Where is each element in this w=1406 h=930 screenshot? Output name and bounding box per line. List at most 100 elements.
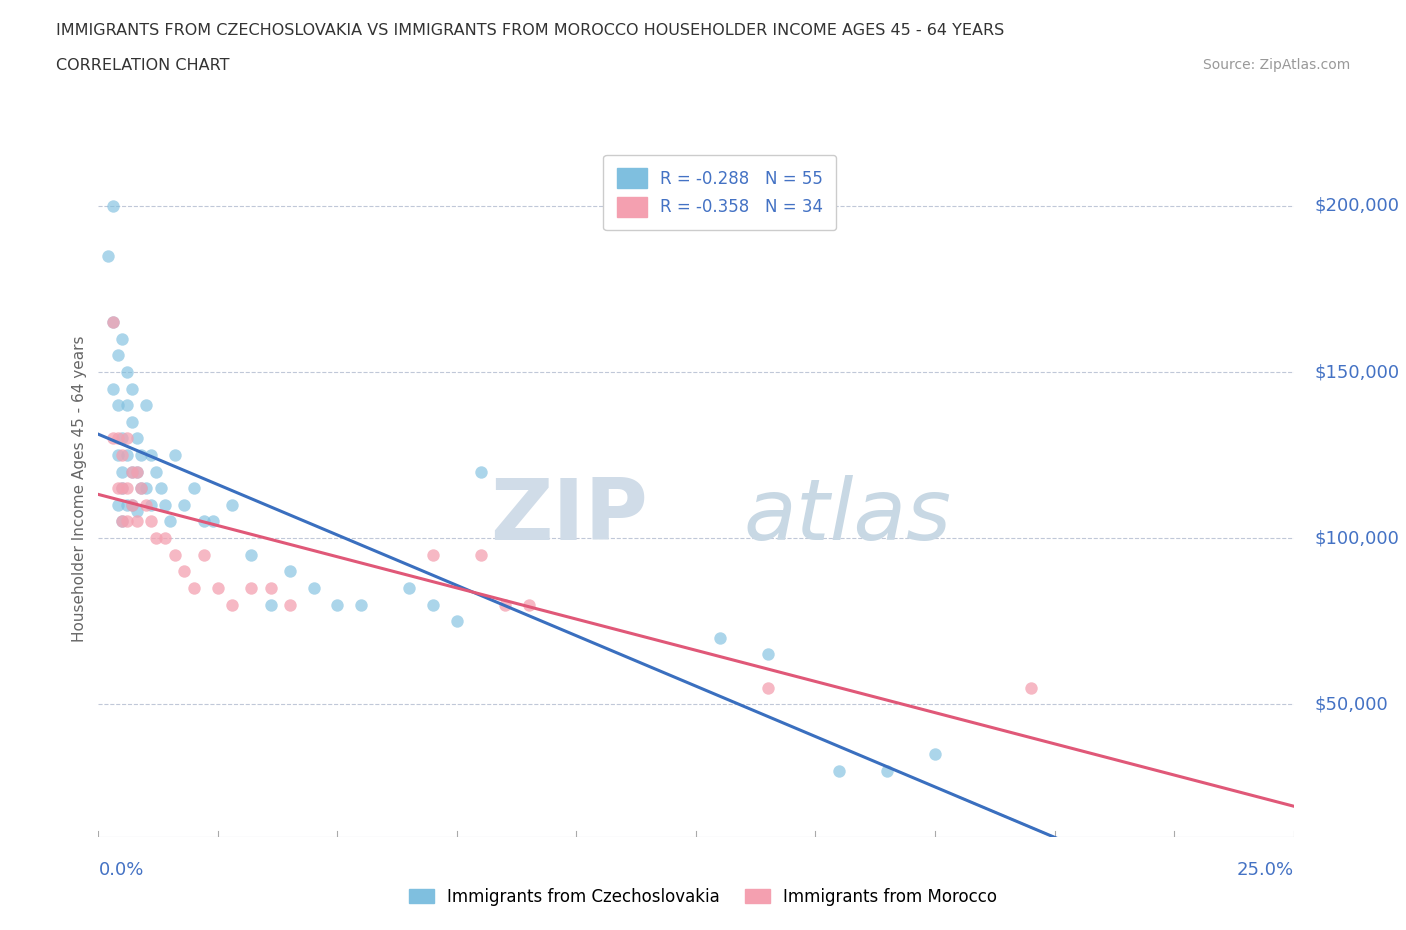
Point: [756, 680, 779, 695]
Point: [155, 531, 177, 546]
Point: [111, 431, 134, 445]
Point: [115, 398, 138, 413]
Point: [446, 614, 468, 629]
Point: [125, 504, 148, 519]
Point: [139, 498, 162, 512]
Text: $100,000: $100,000: [1315, 529, 1399, 547]
Point: [259, 580, 281, 595]
Point: [125, 464, 148, 479]
Point: [115, 447, 138, 462]
Text: 0.0%: 0.0%: [98, 860, 143, 879]
Point: [107, 398, 129, 413]
Point: [350, 597, 373, 612]
Point: [125, 431, 148, 445]
Text: $200,000: $200,000: [1315, 197, 1399, 215]
Text: 25.0%: 25.0%: [1236, 860, 1294, 879]
Text: atlas: atlas: [744, 474, 952, 558]
Point: [709, 631, 731, 645]
Point: [193, 514, 215, 529]
Point: [183, 481, 205, 496]
Point: [121, 498, 143, 512]
Point: [131, 481, 153, 496]
Point: [470, 464, 492, 479]
Point: [135, 498, 157, 512]
Point: [107, 348, 129, 363]
Point: [121, 415, 143, 430]
Point: [131, 447, 153, 462]
Point: [107, 431, 129, 445]
Point: [756, 647, 779, 662]
Point: [111, 464, 134, 479]
Y-axis label: Householder Income Ages 45 - 64 years: Householder Income Ages 45 - 64 years: [72, 335, 87, 642]
Point: [111, 447, 134, 462]
Text: $50,000: $50,000: [1315, 695, 1388, 713]
Point: [115, 481, 138, 496]
Point: [828, 764, 851, 778]
Point: [101, 314, 124, 329]
Point: [121, 464, 143, 479]
Point: [159, 514, 181, 529]
Point: [111, 481, 134, 496]
Point: [155, 498, 177, 512]
Point: [202, 514, 225, 529]
Point: [163, 447, 186, 462]
Point: [1019, 680, 1042, 695]
Point: [422, 547, 444, 562]
Point: [221, 597, 243, 612]
Point: [302, 580, 325, 595]
Point: [876, 764, 898, 778]
Point: [115, 514, 138, 529]
Legend: R = -0.288   N = 55, R = -0.358   N = 34: R = -0.288 N = 55, R = -0.358 N = 34: [603, 154, 837, 231]
Point: [193, 547, 215, 562]
Point: [107, 498, 129, 512]
Point: [422, 597, 444, 612]
Point: [240, 547, 263, 562]
Legend: Immigrants from Czechoslovakia, Immigrants from Morocco: Immigrants from Czechoslovakia, Immigran…: [402, 881, 1004, 912]
Point: [131, 481, 153, 496]
Point: [111, 481, 134, 496]
Text: $150,000: $150,000: [1315, 363, 1400, 381]
Point: [101, 431, 124, 445]
Point: [139, 447, 162, 462]
Point: [125, 464, 148, 479]
Point: [139, 514, 162, 529]
Text: Source: ZipAtlas.com: Source: ZipAtlas.com: [1202, 58, 1350, 72]
Point: [135, 398, 157, 413]
Point: [111, 514, 134, 529]
Point: [111, 514, 134, 529]
Point: [125, 514, 148, 529]
Text: IMMIGRANTS FROM CZECHOSLOVAKIA VS IMMIGRANTS FROM MOROCCO HOUSEHOLDER INCOME AGE: IMMIGRANTS FROM CZECHOSLOVAKIA VS IMMIGR…: [56, 23, 1004, 38]
Point: [107, 447, 129, 462]
Point: [173, 564, 195, 578]
Point: [121, 464, 143, 479]
Point: [97, 248, 120, 263]
Point: [278, 597, 301, 612]
Point: [173, 498, 195, 512]
Point: [470, 547, 492, 562]
Point: [101, 381, 124, 396]
Point: [115, 498, 138, 512]
Point: [145, 531, 167, 546]
Point: [149, 481, 172, 496]
Point: [115, 431, 138, 445]
Point: [259, 597, 281, 612]
Point: [924, 747, 946, 762]
Text: ZIP: ZIP: [491, 474, 648, 558]
Text: CORRELATION CHART: CORRELATION CHART: [56, 58, 229, 73]
Point: [207, 580, 229, 595]
Point: [111, 331, 134, 346]
Point: [240, 580, 263, 595]
Point: [326, 597, 349, 612]
Point: [101, 314, 124, 329]
Point: [121, 381, 143, 396]
Point: [183, 580, 205, 595]
Point: [135, 481, 157, 496]
Point: [107, 481, 129, 496]
Point: [163, 547, 186, 562]
Point: [221, 498, 243, 512]
Point: [145, 464, 167, 479]
Point: [101, 198, 124, 213]
Point: [115, 365, 138, 379]
Point: [517, 597, 540, 612]
Point: [121, 498, 143, 512]
